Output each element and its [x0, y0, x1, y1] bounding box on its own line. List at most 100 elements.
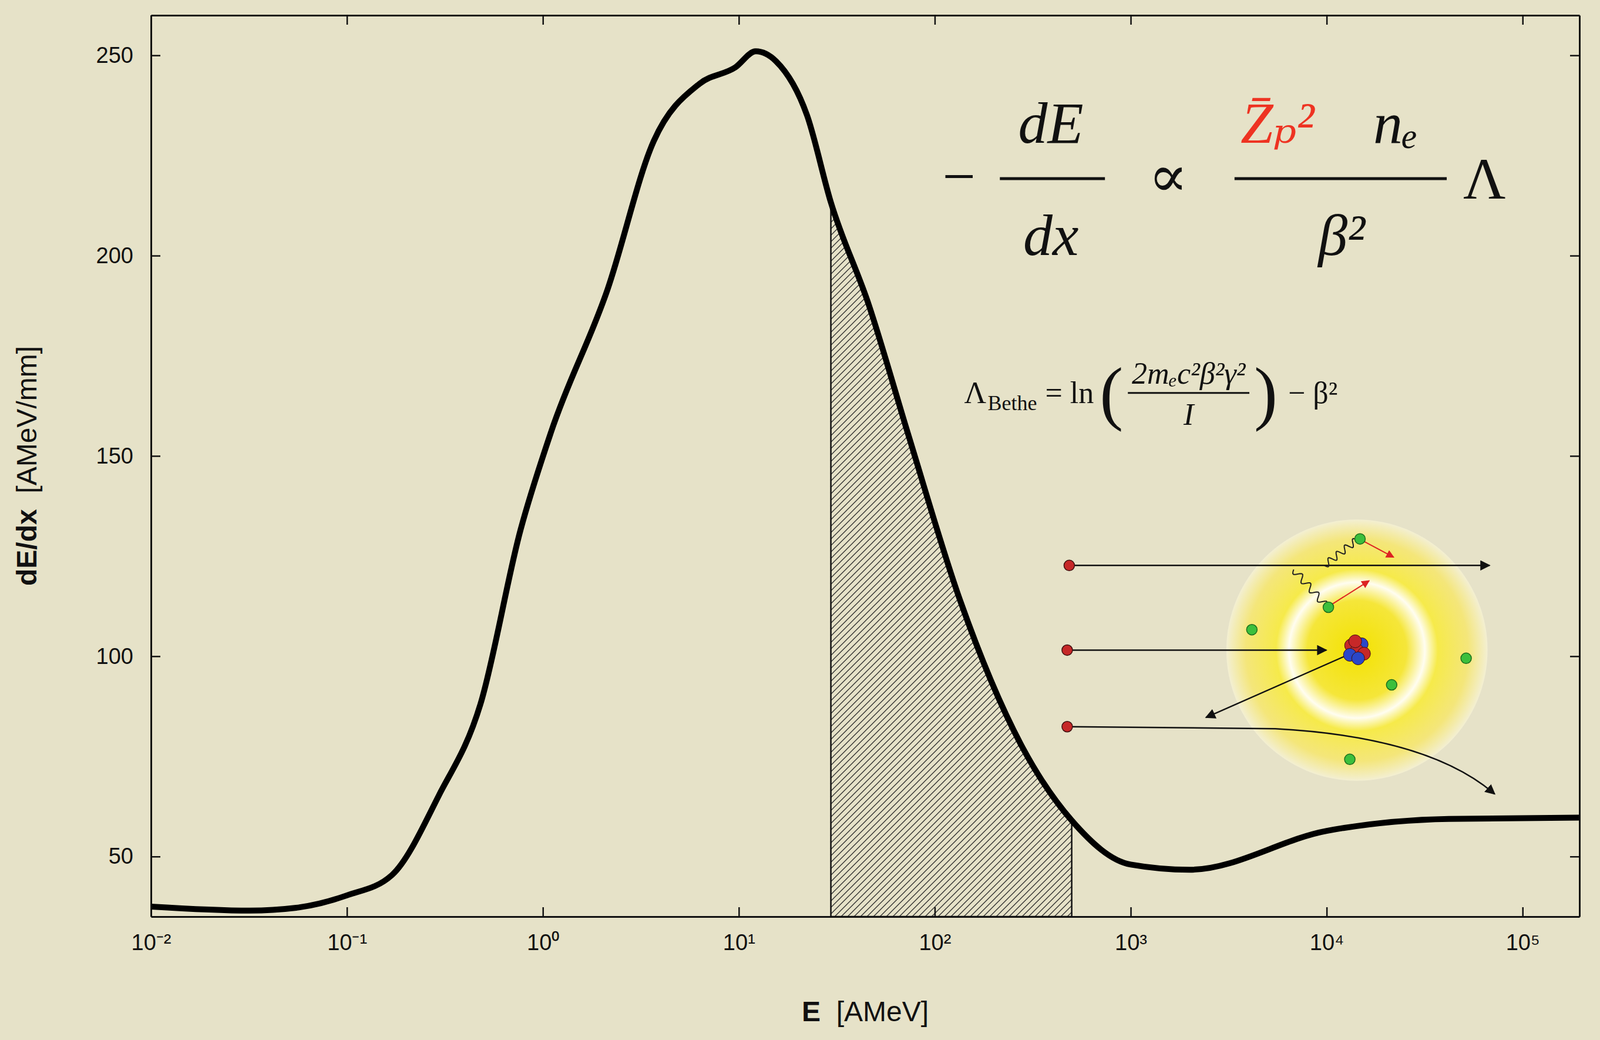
tick-mark: [150, 455, 161, 457]
tick: 10⁵: [1506, 906, 1541, 955]
tick-label: 10¹: [723, 929, 756, 955]
tick: [347, 15, 348, 25]
tick-mark: [1570, 254, 1580, 257]
trajectory: [1363, 540, 1394, 558]
formula-text: Λ: [963, 375, 987, 410]
photon: [1324, 538, 1358, 567]
tick-mark: [542, 15, 544, 25]
tick-mark: [934, 906, 937, 917]
tick-label: 250: [96, 42, 134, 68]
formula-text: 2mₑc²β²γ²: [1131, 356, 1247, 391]
tick-label: 150: [96, 443, 134, 469]
tick-mark: [1521, 906, 1524, 917]
trajectory: [1205, 656, 1345, 718]
axis-line: [150, 15, 153, 917]
tick-label: 10²: [918, 929, 951, 955]
tick-mark: [1521, 15, 1524, 25]
fraction-bar: [999, 176, 1105, 180]
tick-label: 100: [96, 643, 134, 669]
electron: [1323, 602, 1334, 613]
formula-text: ∝: [1148, 143, 1189, 210]
formula-text: − β²: [1288, 375, 1338, 410]
tick: 100: [96, 643, 161, 669]
y-axis-right: [1570, 15, 1581, 917]
projectile: [1061, 644, 1073, 655]
tick-label: 10⁰: [526, 929, 560, 955]
x-axis: 10⁻² 10⁻¹ 10⁰ 10¹ 10² 10³ 10⁴ 10⁵: [131, 906, 1581, 955]
tick: [934, 15, 936, 25]
fraction-bar: [1234, 176, 1447, 180]
data-line: [150, 51, 1580, 910]
tick-label: 200: [96, 243, 134, 268]
axis-line: [1578, 15, 1581, 917]
tick: [1570, 656, 1580, 657]
tick-mark: [738, 906, 741, 917]
tick: [1326, 15, 1328, 25]
tick-mark: [1570, 455, 1580, 457]
electron: [1460, 652, 1472, 664]
tick-mark: [1570, 54, 1580, 57]
tick-mark: [150, 54, 161, 57]
formula-text: Bethe: [987, 391, 1037, 415]
tick: 10⁻¹: [327, 906, 368, 955]
tick-mark: [1326, 906, 1329, 917]
tick: [1570, 55, 1580, 56]
tick-mark: [1326, 15, 1329, 25]
annotations: −dEdx∝Z̄ₚ²nₑβ²ΛΛBethe= ln(2mₑc²β²γ²I)− β…: [942, 90, 1507, 432]
trajectory: [1067, 649, 1327, 651]
tick-label: 10³: [1114, 929, 1148, 955]
axis-line: [151, 14, 1581, 17]
formula-text: nₑ: [1373, 90, 1418, 156]
atom-illustration: [1061, 519, 1495, 794]
y-axis: 50 100 150 200 250: [96, 15, 161, 917]
x-axis-top: [151, 15, 1581, 25]
tick-label: 10⁻²: [131, 929, 172, 955]
nucleon: [1351, 651, 1365, 665]
tick: 10²: [918, 906, 951, 955]
tick: 250: [96, 42, 161, 68]
fraction-bar: [1127, 391, 1250, 394]
tick: 10¹: [723, 906, 756, 955]
formula-text: −: [942, 143, 976, 210]
plot-area: [150, 51, 1580, 917]
tick-mark: [150, 655, 161, 658]
tick-mark: [150, 254, 161, 257]
highlight-area: [831, 202, 1072, 917]
formula-text: = ln: [1044, 375, 1094, 410]
tick-mark: [542, 906, 544, 917]
tick-mark: [738, 15, 741, 25]
formula-text: dx: [1023, 202, 1079, 268]
chart: 10⁻² 10⁻¹ 10⁰ 10¹ 10² 10³ 10⁴ 10⁵ 50 100 150 200 250…: [0, 0, 1600, 1040]
formula-text: Z̄ₚ²: [1240, 90, 1316, 156]
tick: [738, 15, 740, 25]
formula-text: β²: [1316, 202, 1367, 268]
formula-text: I: [1182, 397, 1196, 432]
tick-label: 10⁴: [1309, 929, 1345, 955]
projectile: [1061, 721, 1073, 732]
trajectory: [1069, 564, 1490, 567]
tick-mark: [934, 15, 937, 25]
tick: [1570, 255, 1580, 257]
tick: 50: [108, 843, 161, 869]
tick: 200: [96, 243, 161, 268]
trajectory: [1067, 726, 1495, 795]
tick-label: 50: [108, 843, 134, 869]
formula-text: ): [1254, 353, 1278, 432]
background: [0, 0, 1600, 1040]
electron: [1246, 624, 1257, 635]
projectile: [1063, 559, 1075, 571]
axis-line: [151, 915, 1581, 918]
tick-mark: [346, 15, 349, 25]
tick-label: 10⁻¹: [327, 929, 368, 955]
tick: 10⁴: [1309, 906, 1345, 955]
electron: [1354, 533, 1366, 544]
formula-text: (: [1099, 353, 1124, 432]
tick-label: 10⁵: [1506, 929, 1541, 955]
tick-mark: [346, 906, 349, 917]
formula-text: Λ: [1463, 146, 1507, 212]
tick-mark: [1130, 906, 1132, 917]
tick: 10⁰: [526, 906, 560, 955]
tick: [1570, 856, 1580, 857]
tick: 150: [96, 443, 161, 469]
x-axis-title: E [AMeV]: [801, 995, 929, 1027]
